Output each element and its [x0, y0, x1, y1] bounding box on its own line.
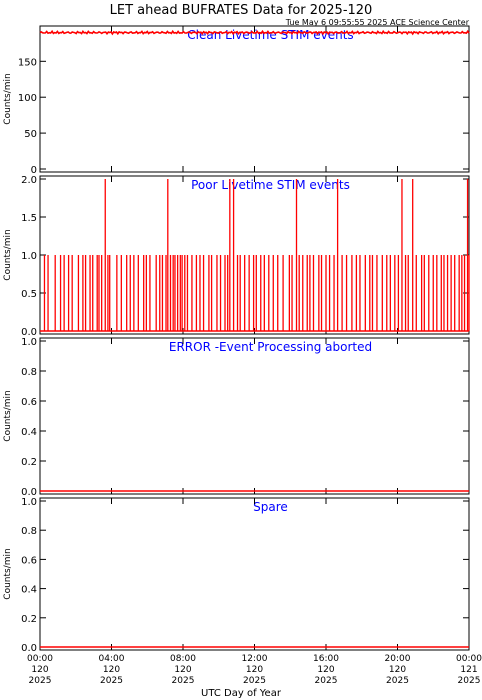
panel-title: Poor Livetime STIM events [191, 178, 350, 192]
panel-title: Spare [253, 500, 288, 514]
x-tick-label: 120 [246, 665, 263, 675]
x-tick-label: 2025 [386, 676, 409, 686]
panel-3: 0.0 0.2 0.4 0.6 0.8 1.0 Counts/min ERROR -Event… [3, 337, 470, 498]
y-tick-label: 1.0 [21, 251, 37, 262]
x-tick-label: 120 [174, 665, 191, 675]
y-tick-label: 0 [31, 165, 37, 176]
x-tick-label: 2025 [243, 676, 266, 686]
y-tick-label: 0.0 [21, 487, 37, 498]
x-tick-label: 120 [31, 665, 48, 675]
panel-4: 0.0 0.2 0.4 0.6 0.8 1.0 Counts/min Spare [3, 497, 470, 654]
y-tick-label: 100 [18, 93, 37, 104]
y-tick-label: 0.2 [21, 457, 37, 468]
panel-frame [39, 25, 470, 173]
x-tick-label: 121 [460, 665, 477, 675]
x-tick-label: 2025 [458, 676, 481, 686]
x-tick-label: 00:00 [456, 654, 482, 664]
y-tick-label: 0.8 [21, 367, 37, 378]
y-axis-label: Counts/min [3, 73, 13, 124]
x-tick-label: 120 [103, 665, 120, 675]
x-tick-label: 00:00 [27, 654, 53, 664]
y-tick-label: 150 [18, 57, 37, 68]
x-tick-label: 120 [317, 665, 334, 675]
x-tick-label: 16:00 [313, 654, 339, 664]
panel-1: 0 50 100 150 Counts/min Clean Livetime STIM e… [3, 25, 470, 176]
x-tick-label: 12:00 [242, 654, 268, 664]
x-tick-label: 04:00 [99, 654, 125, 664]
x-tick-label: 20:00 [385, 654, 411, 664]
panel-frame [39, 175, 470, 335]
y-tick-label: 1.0 [21, 497, 37, 508]
series-line [39, 29, 470, 36]
chart-title: LET ahead BUFRATES Data for 2025-120 [110, 3, 373, 18]
timestamp-label: Tue May 6 09:55:55 2025 ACE Science Cent… [285, 18, 470, 27]
x-tick-label: 2025 [29, 676, 52, 686]
y-tick-label: 2.0 [21, 175, 37, 186]
y-tick-label: 0.4 [21, 427, 37, 438]
panel-title: ERROR -Event Processing aborted [169, 340, 372, 354]
y-tick-label: 0.8 [21, 526, 37, 537]
y-tick-label: 0.5 [21, 289, 37, 300]
x-tick-label: 120 [389, 665, 406, 675]
x-axis: 00:00120202504:00120202508:00120202512:0… [27, 654, 482, 686]
panel-2: 0.0 0.5 1.0 1.5 2.0 Counts/min Poor Livetime S… [3, 175, 470, 338]
panels: 0 50 100 150 Counts/min Clean Livetime STIM e… [3, 25, 470, 654]
y-axis-label: Counts/min [3, 390, 13, 441]
y-axis-label: Counts/min [3, 229, 13, 280]
y-tick-label: 0.4 [21, 585, 37, 596]
y-axis-label: Counts/min [3, 548, 13, 599]
x-tick-label: 08:00 [170, 654, 196, 664]
y-tick-label: 0.6 [21, 397, 37, 408]
y-tick-label: 0.6 [21, 555, 37, 566]
x-axis-label: UTC Day of Year [201, 688, 282, 699]
y-tick-label: 1.0 [21, 337, 37, 348]
panel-frame [39, 497, 470, 651]
x-tick-label: 2025 [315, 676, 338, 686]
panel-frame [39, 337, 470, 495]
y-tick-label: 1.5 [21, 213, 37, 224]
y-tick-label: 0.0 [21, 643, 37, 654]
y-tick-label: 0.0 [21, 327, 37, 338]
y-tick-label: 0.2 [21, 614, 37, 625]
x-tick-label: 2025 [172, 676, 195, 686]
panel-title: Clean Livetime STIM events [187, 28, 353, 42]
x-tick-label: 2025 [100, 676, 123, 686]
y-tick-label: 50 [24, 129, 37, 140]
